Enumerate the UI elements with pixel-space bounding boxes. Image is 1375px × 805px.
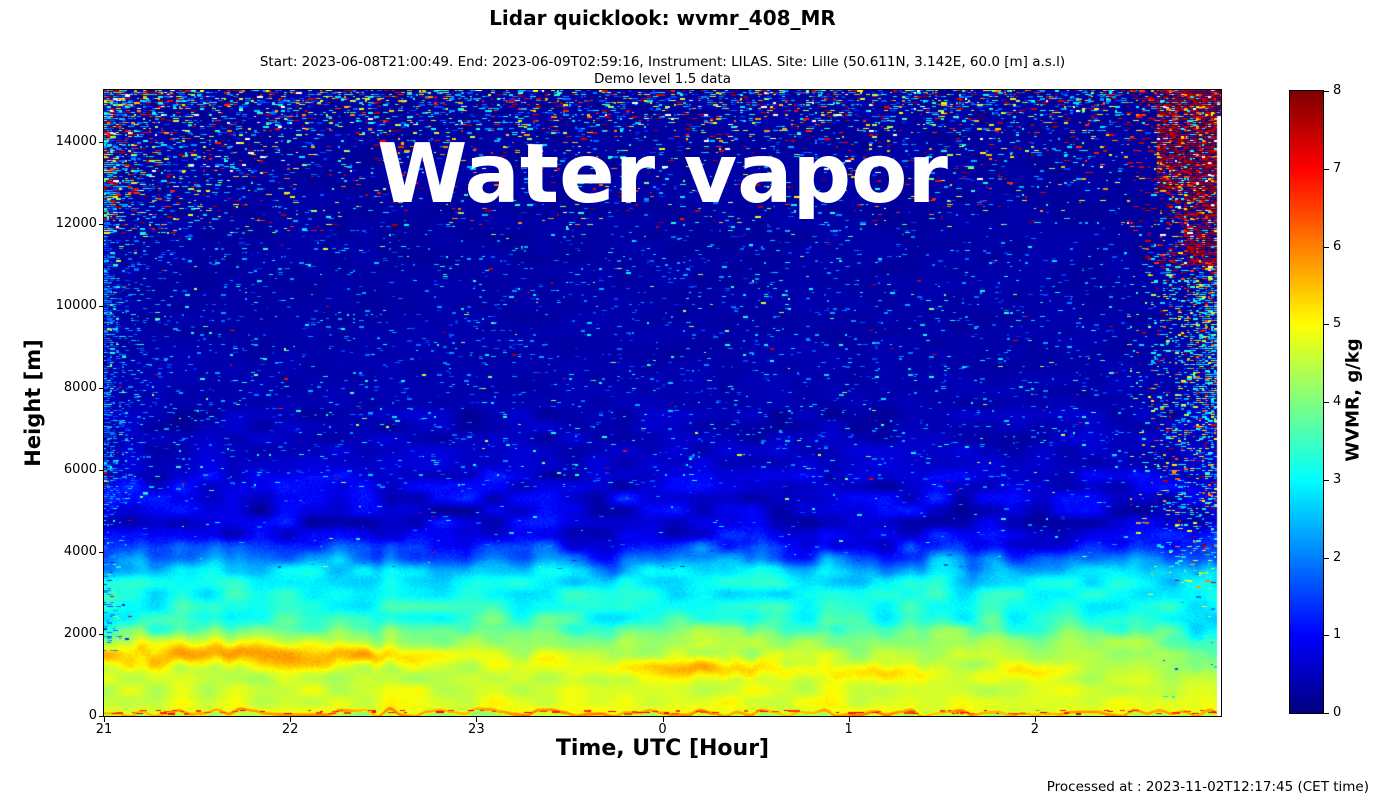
x-tick-mark [290, 717, 292, 722]
overlay-annotation: Water vapor [377, 127, 948, 222]
y-tick-mark [99, 388, 104, 390]
colorbar-tick-label: 1 [1333, 627, 1342, 643]
y-tick-mark [99, 142, 104, 144]
colorbar-tick-label: 6 [1333, 238, 1342, 254]
heatmap-canvas [104, 90, 1221, 716]
colorbar-tick-label: 0 [1333, 705, 1342, 720]
x-tick-mark [476, 717, 478, 722]
y-tick-mark [99, 306, 104, 308]
colorbar-canvas [1290, 91, 1323, 713]
colorbar-tick-label: 2 [1333, 549, 1342, 565]
y-tick-label: 6000 [63, 462, 97, 478]
colorbar-tick-label: 4 [1333, 394, 1342, 409]
x-tick-label: 23 [468, 722, 485, 737]
colorbar-label: WVMR, g/kg [1342, 338, 1364, 462]
figure-subtitle-line1: Start: 2023-06-08T21:00:49. End: 2023-06… [259, 54, 1066, 70]
colorbar-tick-mark [1324, 635, 1329, 637]
x-tick-label: 0 [658, 722, 667, 737]
colorbar-tick-label: 5 [1333, 316, 1342, 332]
figure-title: Lidar quicklook: wvmr_408_MR [489, 6, 836, 30]
y-tick-label: 14000 [55, 134, 97, 150]
y-tick-label: 8000 [63, 380, 97, 396]
colorbar-tick-label: 8 [1333, 83, 1342, 98]
y-tick-label: 10000 [55, 298, 97, 314]
colorbar-tick-mark [1324, 402, 1329, 403]
x-tick-mark [1034, 717, 1036, 722]
colorbar-tick-label: 7 [1333, 160, 1342, 176]
colorbar-tick-label: 3 [1333, 471, 1342, 487]
x-tick-mark [848, 717, 850, 722]
x-tick-label: 2 [1030, 722, 1039, 737]
x-tick-mark [104, 717, 105, 722]
y-tick-mark [99, 552, 104, 554]
colorbar-tick-mark [1324, 713, 1329, 714]
y-tick-label: 2000 [63, 626, 97, 642]
colorbar-tick-mark [1324, 91, 1329, 92]
x-tick-mark [662, 717, 664, 722]
y-tick-label: 12000 [55, 216, 97, 232]
y-axis-label: Height [m] [21, 339, 45, 467]
colorbar-tick-mark [1324, 324, 1329, 326]
y-tick-label: 0 [88, 708, 97, 723]
y-tick-mark [99, 224, 104, 226]
colorbar-tick-mark [1324, 557, 1329, 559]
colorbar-tick-mark [1324, 479, 1329, 481]
x-tick-label: 21 [95, 722, 113, 737]
y-tick-mark [99, 634, 104, 636]
figure-subtitle-line2: Demo level 1.5 data [594, 71, 731, 87]
y-tick-mark [99, 716, 104, 717]
processed-at-text: Processed at : 2023-11-02T12:17:45 (CET … [1046, 779, 1369, 795]
y-tick-label: 4000 [63, 544, 97, 560]
x-tick-label: 1 [844, 722, 853, 737]
colorbar-tick-mark [1324, 246, 1329, 248]
colorbar-tick-mark [1324, 168, 1329, 170]
x-tick-label: 22 [281, 722, 299, 737]
x-axis-label: Time, UTC [Hour] [555, 736, 770, 761]
y-tick-mark [99, 470, 104, 472]
